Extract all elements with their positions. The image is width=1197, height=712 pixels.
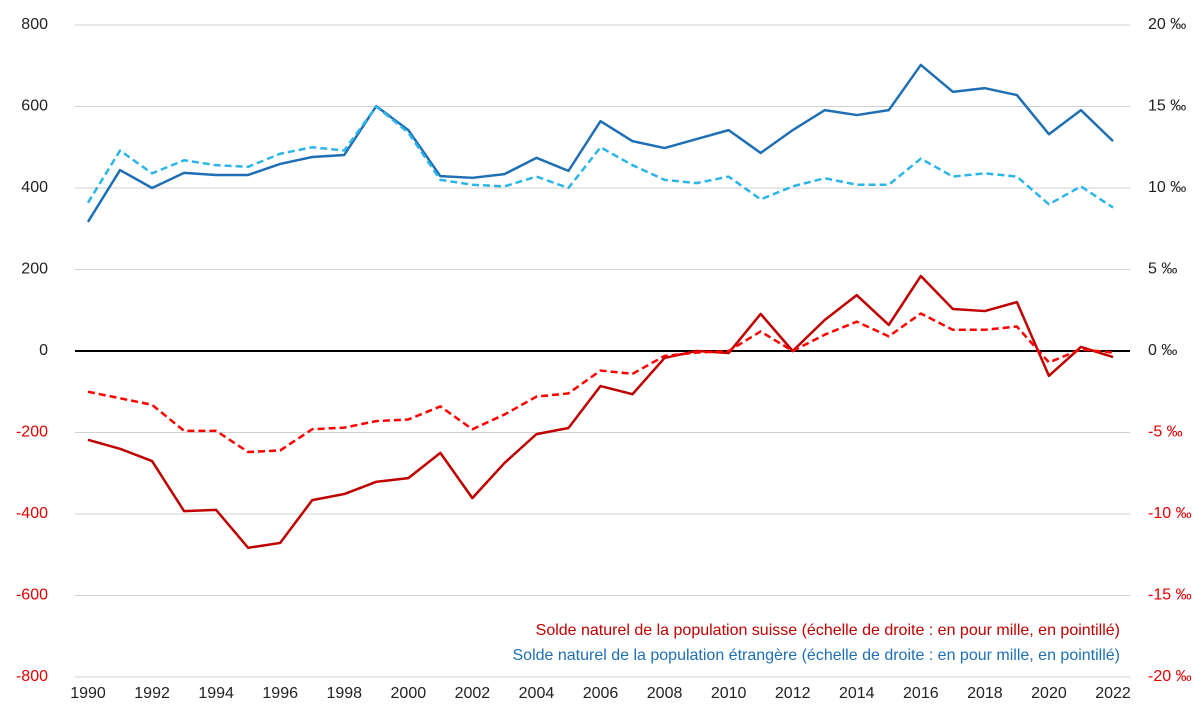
y-tick-label: -400 [16,505,48,522]
legend-entry: Solde naturel de la population suisse (é… [536,622,1120,639]
y-tick-label: -800 [16,668,48,685]
y-tick-label: 200 [21,261,48,278]
x-tick-label: 1990 [70,685,106,702]
x-tick-label: 2004 [519,685,555,702]
series-line [87,312,1114,454]
x-tick-label: 1994 [198,685,234,702]
x-tick-label: 1998 [326,685,362,702]
y-tick-label: 400 [21,179,48,196]
y2-tick-label: 5 ‰ [1148,261,1177,278]
x-tick-label: 2002 [455,685,491,702]
y2-tick-label: -5 ‰ [1148,424,1183,441]
series-line [86,63,1114,223]
x-tick-label: 2006 [583,685,619,702]
legend-entry: Solde naturel de la population étrangère… [513,647,1121,664]
x-tick-label: 2000 [391,685,427,702]
y2-tick-label: 15 ‰ [1148,98,1186,115]
x-tick-label: 2010 [711,685,747,702]
x-tick-label: 2008 [647,685,683,702]
y2-tick-label: 10 ‰ [1148,179,1186,196]
series-line [86,105,1114,209]
x-tick-label: 2016 [903,685,939,702]
y-tick-label: 600 [21,98,48,115]
y2-tick-label: 20 ‰ [1148,16,1186,33]
x-tick-label: 2014 [839,685,875,702]
x-tick-label: 2022 [1095,685,1131,702]
y2-tick-label: -20 ‰ [1148,668,1192,685]
x-tick-label: 1992 [134,685,170,702]
series-line [87,274,1114,550]
x-tick-label: 2020 [1031,685,1067,702]
y2-tick-label: -10 ‰ [1148,505,1192,522]
y2-tick-label: -15 ‰ [1148,587,1192,604]
y2-tick-label: 0 ‰ [1148,342,1177,359]
x-tick-label: 2018 [967,685,1003,702]
x-tick-label: 2012 [775,685,811,702]
y-tick-label: -600 [16,587,48,604]
y-tick-label: 800 [21,16,48,33]
y-tick-label: -200 [16,424,48,441]
x-tick-label: 1996 [262,685,298,702]
y-tick-label: 0 [39,342,48,359]
